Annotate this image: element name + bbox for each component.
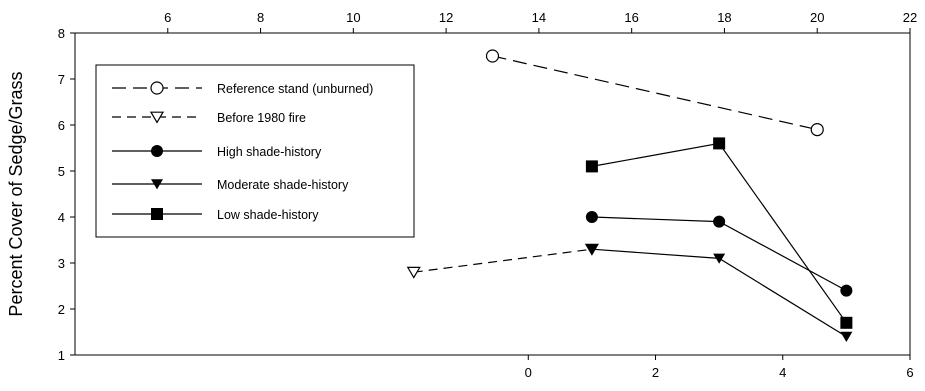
top-tick-label: 6: [164, 10, 171, 25]
data-point: [585, 160, 598, 173]
bottom-tick-label: 0: [525, 365, 532, 380]
top-tick-label: 16: [624, 10, 638, 25]
y-tick-label: 2: [58, 302, 65, 317]
series-5: [585, 137, 853, 329]
bottom-tick-label: 6: [906, 365, 913, 380]
top-tick-label: 18: [717, 10, 731, 25]
series-line: [413, 248, 592, 273]
data-point: [585, 244, 598, 255]
legend-entry: Low shade-history: [112, 208, 319, 222]
data-point: [810, 123, 824, 137]
series-1: [485, 49, 824, 137]
top-tick-label: 8: [257, 10, 264, 25]
y-tick-label: 4: [58, 210, 65, 225]
bottom-tick-label: 2: [652, 365, 659, 380]
y-tick-label: 1: [58, 348, 65, 363]
series-line: [591, 142, 847, 324]
data-point: [485, 49, 500, 63]
bottom-tick-label: 4: [779, 365, 786, 380]
data-point: [713, 215, 726, 228]
legend-label: Low shade-history: [217, 208, 319, 222]
y-axis-title: Percent Cover of Sedge/Grass: [6, 71, 26, 316]
series-2: [406, 243, 599, 279]
series-4: [585, 244, 853, 342]
series-line: [492, 55, 818, 131]
data-point: [713, 253, 726, 264]
y-tick-label: 6: [58, 118, 65, 133]
top-tick-label: 12: [439, 10, 453, 25]
top-tick-label: 10: [346, 10, 360, 25]
y-tick-label: 8: [58, 26, 65, 41]
legend-entry: High shade-history: [112, 145, 322, 159]
top-tick-label: 14: [532, 10, 546, 25]
series-3: [585, 211, 853, 297]
data-point: [840, 284, 853, 297]
y-tick-label: 7: [58, 72, 65, 87]
data-point: [149, 111, 165, 124]
data-point: [151, 179, 163, 190]
data-point: [406, 266, 421, 279]
data-point: [713, 137, 726, 150]
data-point: [585, 211, 598, 223]
legend-label: Moderate shade-history: [217, 178, 349, 192]
data-point: [840, 316, 853, 329]
legend-label: Before 1980 fire: [217, 111, 306, 125]
data-point: [840, 331, 853, 342]
y-tick-label: 3: [58, 256, 65, 271]
top-tick-label: 22: [903, 10, 917, 25]
data-point: [151, 208, 163, 220]
legend-label: High shade-history: [217, 145, 322, 159]
y-tick-label: 5: [58, 164, 65, 179]
legend-label: Reference stand (unburned): [217, 82, 373, 96]
data-point: [151, 145, 163, 157]
top-tick-label: 20: [810, 10, 824, 25]
legend-entry: Reference stand (unburned): [112, 81, 373, 96]
legend-entry: Before 1980 fire: [112, 111, 306, 125]
data-point: [150, 81, 164, 95]
legend-entry: Moderate shade-history: [112, 178, 349, 192]
